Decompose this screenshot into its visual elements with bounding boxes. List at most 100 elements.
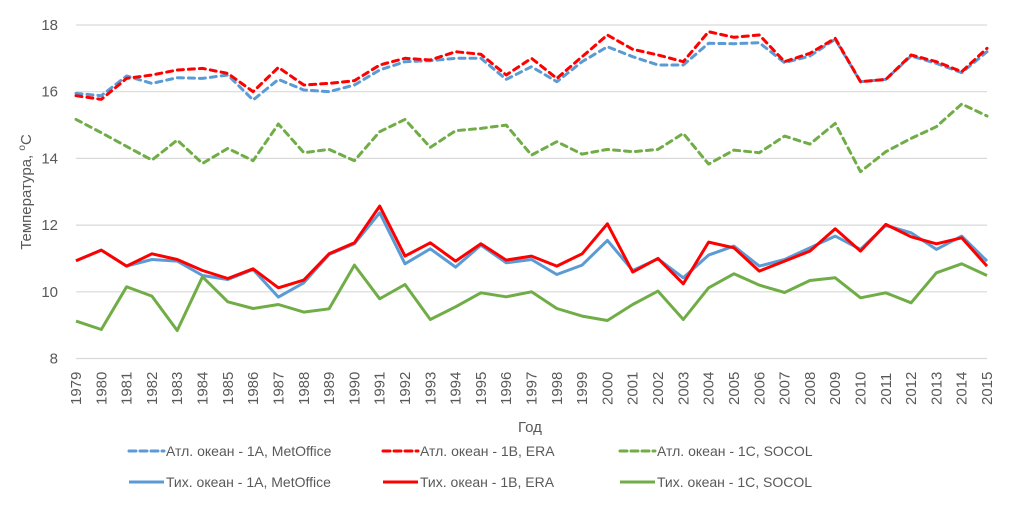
data-point: [303, 282, 305, 284]
series-line-2: [74, 30, 989, 101]
data-point: [632, 151, 634, 153]
data-point: [353, 264, 355, 266]
data-point: [606, 239, 608, 241]
x-tick-label: 1992: [397, 372, 414, 405]
data-point: [454, 50, 456, 52]
data-point: [378, 205, 380, 207]
data-point: [834, 235, 836, 237]
data-point: [581, 153, 583, 155]
x-tick-label: 1983: [169, 372, 186, 405]
data-point: [404, 255, 406, 257]
data-point: [480, 127, 482, 129]
data-point: [227, 277, 229, 279]
legend-item: Тих. океан - 1B, ERA: [383, 474, 555, 490]
x-tick-label: 1990: [346, 372, 363, 405]
data-point: [733, 42, 735, 44]
x-tick-label: 2006: [751, 372, 768, 405]
x-tick-label: 1991: [372, 372, 389, 405]
data-point: [100, 98, 102, 100]
data-point: [378, 212, 380, 214]
data-point: [632, 55, 634, 57]
data-point: [125, 265, 127, 267]
data-point: [783, 260, 785, 262]
y-tick-label: 10: [41, 284, 58, 301]
data-point: [606, 319, 608, 321]
data-point: [353, 160, 355, 162]
data-point: [429, 242, 431, 244]
data-point: [378, 64, 380, 66]
data-point: [682, 318, 684, 320]
data-point: [556, 141, 558, 143]
data-point: [125, 77, 127, 79]
data-point: [657, 257, 659, 259]
x-tick-label: 1985: [220, 372, 237, 405]
x-tick-label: 2012: [903, 372, 920, 405]
series-line-1: [74, 37, 989, 102]
data-point: [429, 59, 431, 61]
data-point: [328, 253, 330, 255]
data-point: [809, 279, 811, 281]
y-tick-label: 12: [41, 217, 58, 234]
data-point: [682, 132, 684, 134]
data-point: [530, 255, 532, 257]
series-line-3: [74, 102, 989, 174]
x-tick-label: 1995: [473, 372, 490, 405]
legend-label: Атл. океан - 1B, ERA: [420, 443, 555, 459]
data-point: [404, 57, 406, 59]
data-point: [758, 265, 760, 267]
data-point: [151, 258, 153, 260]
x-tick-label: 2014: [954, 372, 971, 405]
data-point: [758, 34, 760, 36]
data-point: [277, 78, 279, 80]
data-point: [125, 145, 127, 147]
data-point: [530, 154, 532, 156]
data-point: [303, 152, 305, 154]
data-point: [404, 263, 406, 265]
data-point: [556, 80, 558, 82]
data-point: [910, 232, 912, 234]
x-tick-label: 2004: [701, 372, 718, 405]
data-point: [809, 143, 811, 145]
data-point: [328, 148, 330, 150]
data-point: [505, 78, 507, 80]
series-line-5: [75, 204, 989, 290]
data-point: [454, 260, 456, 262]
data-point: [581, 264, 583, 266]
data-point: [556, 265, 558, 267]
x-tick-label: 1984: [195, 372, 212, 405]
data-point: [277, 66, 279, 68]
data-point: [707, 287, 709, 289]
data-point: [885, 223, 887, 225]
data-point: [834, 228, 836, 230]
x-tick-label: 1980: [93, 372, 110, 405]
data-point: [75, 260, 77, 262]
data-point: [353, 242, 355, 244]
data-point: [733, 149, 735, 151]
data-point: [960, 103, 962, 105]
x-tick-label: 2005: [726, 372, 743, 405]
data-point: [75, 118, 77, 120]
data-point: [606, 148, 608, 150]
x-tick-label: 2001: [625, 372, 642, 405]
data-point: [632, 271, 634, 273]
data-point: [505, 74, 507, 76]
data-point: [657, 64, 659, 66]
data-point: [75, 320, 77, 322]
data-point: [530, 65, 532, 67]
y-axis-title: Температура, oC: [17, 134, 35, 250]
data-point: [429, 248, 431, 250]
data-point: [581, 60, 583, 62]
data-point: [935, 272, 937, 274]
x-tick-label: 2008: [802, 372, 819, 405]
data-point: [404, 118, 406, 120]
x-tick-label: 1988: [296, 372, 313, 405]
data-point: [328, 308, 330, 310]
data-point: [252, 99, 254, 101]
data-point: [378, 131, 380, 133]
data-point: [176, 69, 178, 71]
data-point: [935, 60, 937, 62]
legend-label: Тих. океан - 1B, ERA: [420, 474, 555, 490]
data-point: [176, 76, 178, 78]
x-tick-label: 2000: [599, 372, 616, 405]
data-point: [176, 258, 178, 260]
